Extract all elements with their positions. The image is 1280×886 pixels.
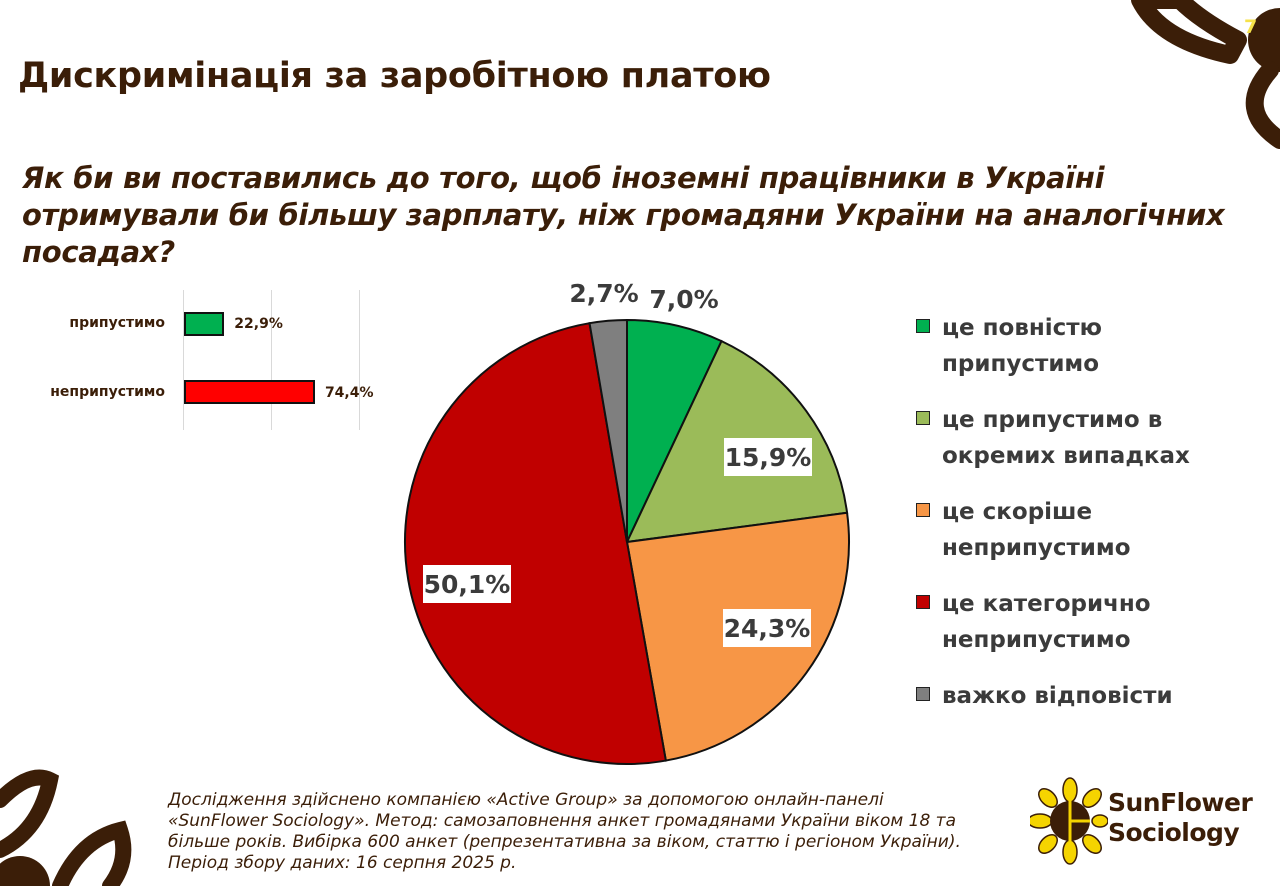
legend-item: це повністю припустимо xyxy=(916,310,1256,382)
legend-swatch xyxy=(916,319,930,333)
legend-item: це припустимо в окремих випадках xyxy=(916,402,1256,474)
bar-label: неприпустимо xyxy=(50,384,165,400)
pie-slice xyxy=(404,322,668,765)
legend-label: важко відповісти xyxy=(942,683,1173,709)
slice-value-label: 2,7% xyxy=(569,279,638,308)
methodology-footnote: Дослідження здійснено компанією «Active … xyxy=(168,790,961,873)
legend-label: це припустимо в окремих випадках xyxy=(942,407,1190,469)
slide-title: Дискримінація за заробітною платою xyxy=(18,56,771,96)
legend-swatch xyxy=(916,687,930,701)
legend-item: важко відповісти xyxy=(916,678,1256,714)
slice-value-label: 24,3% xyxy=(724,614,811,643)
legend-swatch xyxy=(916,503,930,517)
bar-label: припустимо xyxy=(69,315,165,331)
legend-label: це скоріше неприпустимо xyxy=(942,499,1131,561)
logo-line1: SunFlower xyxy=(1108,788,1253,817)
slice-label-box xyxy=(723,609,811,647)
bar-gridline xyxy=(359,290,360,430)
legend-item: це скоріше неприпустимо xyxy=(916,494,1256,566)
legend-swatch xyxy=(916,595,930,609)
sunflower-sociology-logo: SunFlower Sociology xyxy=(1030,776,1260,866)
survey-question: Як би ви поставились до того, щоб інозем… xyxy=(22,161,1225,269)
pie-chart: 7,0% 15,9% 24,3% 50,1% 2,7% xyxy=(404,279,850,765)
logo-line2: Sociology xyxy=(1108,818,1240,847)
legend-swatch xyxy=(916,411,930,425)
pie-legend: це повністю припустимо це припустимо в о… xyxy=(916,310,1256,734)
sunflower-decoration-top-right xyxy=(1131,0,1280,149)
legend-item: це категорично неприпустимо xyxy=(916,586,1256,658)
bar-allowable xyxy=(184,312,225,336)
sunflower-decoration-bottom-left xyxy=(0,769,132,886)
bar-gridline xyxy=(183,290,184,430)
legend-label: це категорично неприпустимо xyxy=(942,591,1151,653)
bar-gridline xyxy=(271,290,272,430)
logo-text: SunFlower Sociology xyxy=(1108,788,1253,848)
pie-slice xyxy=(588,318,628,543)
slice-value-label: 15,9% xyxy=(725,443,812,472)
slice-label-box xyxy=(423,565,511,603)
summary-bar-chart: припустимо 22,9% неприпустимо 74,4% xyxy=(0,285,420,435)
bar-value-label: 74,4% xyxy=(324,385,374,401)
slice-label-box xyxy=(724,438,812,476)
bar-unacceptable xyxy=(184,380,315,404)
slice-value-label: 50,1% xyxy=(424,570,511,599)
page-number: 7 xyxy=(1244,16,1258,38)
legend-label: це повністю припустимо xyxy=(942,315,1103,377)
slice-value-label: 7,0% xyxy=(649,285,718,314)
sunflower-logo-icon xyxy=(1030,777,1108,865)
bar-value-label: 22,9% xyxy=(234,316,283,332)
